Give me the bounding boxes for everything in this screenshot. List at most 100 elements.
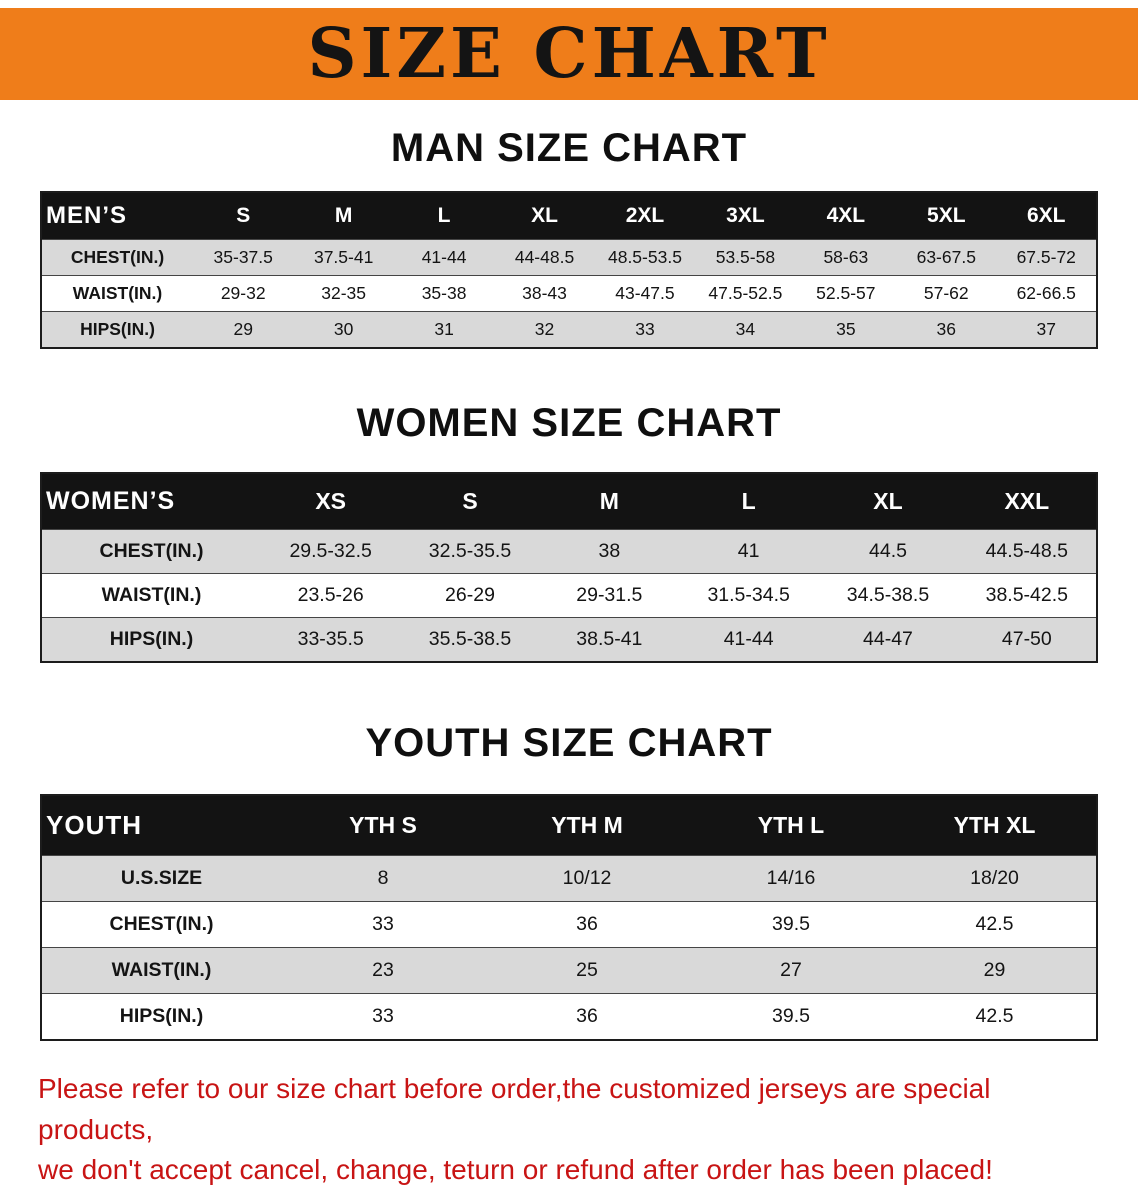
size-value-cell: 38: [539, 529, 679, 574]
size-column-header: 6XL: [996, 192, 1097, 240]
size-value-cell: 53.5-58: [695, 239, 796, 276]
size-column-header: S: [193, 192, 294, 240]
row-label: CHEST(IN.): [41, 239, 193, 276]
size-value-cell: 41-44: [393, 239, 495, 276]
size-value-cell: 31: [393, 311, 495, 348]
size-column-header: YTH S: [281, 795, 485, 856]
size-column-header: XL: [818, 473, 958, 530]
size-value-cell: 43-47.5: [594, 275, 696, 312]
row-label: HIPS(IN.): [41, 617, 261, 662]
size-value-cell: 34.5-38.5: [818, 573, 958, 618]
size-column-header: L: [678, 473, 819, 530]
size-value-cell: 52.5-57: [795, 275, 897, 312]
table-row: U.S.SIZE 8 10/12 14/16 18/20: [41, 855, 1097, 902]
size-value-cell: 29-31.5: [539, 573, 679, 618]
size-value-cell: 41-44: [678, 617, 819, 662]
women-size-section: WOMEN SIZE CHART WOMEN’S XS S M L XL XXL CHEST(…: [0, 401, 1138, 663]
row-label: WAIST(IN.): [41, 275, 193, 312]
size-column-header: YTH M: [485, 795, 689, 856]
size-value-cell: 39.5: [689, 993, 893, 1040]
size-value-cell: 33: [281, 901, 485, 948]
size-value-cell: 38.5-41: [539, 617, 679, 662]
size-value-cell: 25: [485, 947, 689, 994]
size-value-cell: 39.5: [689, 901, 893, 948]
size-value-cell: 67.5-72: [996, 239, 1097, 276]
row-label: WAIST(IN.): [41, 947, 281, 994]
table-header-label: MEN’S: [41, 192, 193, 240]
size-value-cell: 23.5-26: [261, 573, 401, 618]
size-value-cell: 37: [996, 311, 1097, 348]
size-column-header: 5XL: [896, 192, 997, 240]
size-value-cell: 29-32: [193, 275, 294, 312]
size-value-cell: 42.5: [893, 993, 1097, 1040]
row-label: CHEST(IN.): [41, 901, 281, 948]
size-column-header: 4XL: [795, 192, 897, 240]
size-value-cell: 30: [293, 311, 394, 348]
row-label: HIPS(IN.): [41, 311, 193, 348]
men-size-table: MEN’S S M L XL 2XL 3XL 4XL 5XL 6XL CHEST(IN.) 35-37…: [40, 191, 1098, 349]
table-header-label: YOUTH: [41, 795, 281, 856]
size-value-cell: 33: [281, 993, 485, 1040]
men-section-heading: MAN SIZE CHART: [390, 126, 748, 170]
size-value-cell: 29.5-32.5: [261, 529, 401, 574]
size-value-cell: 62-66.5: [996, 275, 1097, 312]
table-header-row: YOUTH YTH S YTH M YTH L YTH XL: [41, 795, 1097, 856]
size-value-cell: 44-47: [818, 617, 958, 662]
size-column-header: YTH L: [689, 795, 893, 856]
size-value-cell: 47-50: [957, 617, 1097, 662]
size-value-cell: 36: [485, 901, 689, 948]
youth-table-wrap: YOUTH YTH S YTH M YTH L YTH XL U.S.SIZE 8 10/12…: [0, 794, 1138, 1041]
size-value-cell: 38-43: [494, 275, 595, 312]
size-value-cell: 44.5: [818, 529, 958, 574]
size-value-cell: 47.5-52.5: [695, 275, 796, 312]
youth-size-table: YOUTH YTH S YTH M YTH L YTH XL U.S.SIZE 8 10/12…: [40, 794, 1098, 1041]
youth-section-heading: YOUTH SIZE CHART: [365, 721, 773, 765]
size-value-cell: 26-29: [400, 573, 540, 618]
size-value-cell: 10/12: [485, 855, 689, 902]
size-value-cell: 29: [893, 947, 1097, 994]
women-section-heading: WOMEN SIZE CHART: [356, 401, 782, 445]
women-size-table: WOMEN’S XS S M L XL XXL CHEST(IN.) 29.5-32.5 32.5…: [40, 472, 1098, 663]
size-column-header: XXL: [957, 473, 1097, 530]
size-column-header: 3XL: [695, 192, 796, 240]
disclaimer-line-1: Please refer to our size chart before or…: [38, 1073, 991, 1145]
size-column-header: YTH XL: [893, 795, 1097, 856]
disclaimer-line-2: we don't accept cancel, change, teturn o…: [38, 1154, 993, 1186]
table-row: CHEST(IN.) 33 36 39.5 42.5: [41, 901, 1097, 948]
table-row: HIPS(IN.) 29 30 31 32 33 34 35 36 37: [41, 311, 1097, 348]
size-value-cell: 37.5-41: [293, 239, 394, 276]
row-label: U.S.SIZE: [41, 855, 281, 902]
size-value-cell: 18/20: [893, 855, 1097, 902]
size-value-cell: 36: [485, 993, 689, 1040]
men-size-section: MAN SIZE CHART MEN’S S M L XL 2XL 3XL 4XL 5XL 6XL…: [0, 126, 1138, 349]
page-title: SIZE CHART: [307, 14, 831, 94]
size-value-cell: 8: [281, 855, 485, 902]
size-value-cell: 35: [795, 311, 897, 348]
table-row: CHEST(IN.) 35-37.5 37.5-41 41-44 44-48.5 48.5…: [41, 239, 1097, 276]
banner: SIZE CHART: [0, 8, 1138, 100]
size-value-cell: 41: [678, 529, 819, 574]
size-value-cell: 63-67.5: [896, 239, 997, 276]
size-column-header: 2XL: [594, 192, 696, 240]
size-value-cell: 32.5-35.5: [400, 529, 540, 574]
size-value-cell: 34: [695, 311, 796, 348]
size-value-cell: 35-37.5: [193, 239, 294, 276]
size-column-header: XS: [261, 473, 401, 530]
size-value-cell: 23: [281, 947, 485, 994]
size-value-cell: 33: [594, 311, 696, 348]
size-value-cell: 14/16: [689, 855, 893, 902]
size-value-cell: 31.5-34.5: [678, 573, 819, 618]
size-value-cell: 35.5-38.5: [400, 617, 540, 662]
row-label: WAIST(IN.): [41, 573, 261, 618]
size-column-header: M: [293, 192, 394, 240]
size-value-cell: 33-35.5: [261, 617, 401, 662]
men-table-wrap: MEN’S S M L XL 2XL 3XL 4XL 5XL 6XL CHEST(IN.) 35-37…: [0, 191, 1138, 349]
table-header-row: WOMEN’S XS S M L XL XXL: [41, 473, 1097, 530]
row-label: CHEST(IN.): [41, 529, 261, 574]
women-table-wrap: WOMEN’S XS S M L XL XXL CHEST(IN.) 29.5-32.5 32.5…: [0, 472, 1138, 663]
size-column-header: M: [539, 473, 679, 530]
disclaimer: Please refer to our size chart before or…: [0, 1069, 1138, 1191]
youth-size-section: YOUTH SIZE CHART YOUTH YTH S YTH M YTH L YTH…: [0, 721, 1138, 1041]
size-value-cell: 48.5-53.5: [594, 239, 696, 276]
